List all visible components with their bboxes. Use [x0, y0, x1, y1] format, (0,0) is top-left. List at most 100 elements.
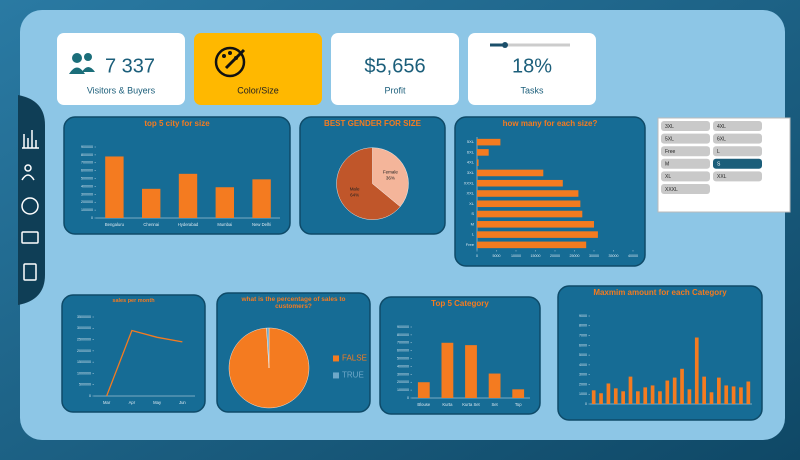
chart-title: what is the percentage of sales to custo…: [241, 296, 346, 311]
slice-label: Female: [383, 169, 399, 174]
slicer-item[interactable]: [713, 171, 762, 182]
slicer-item-label[interactable]: XL: [665, 174, 671, 180]
slicer-item-label[interactable]: 5XL: [665, 136, 674, 142]
kpi-value: 7 337: [105, 55, 155, 77]
y-tick-label: 8000: [579, 324, 587, 328]
icon-palette[interactable]: [21, 197, 39, 215]
kpi-label: Profit: [384, 85, 406, 95]
chart-title-box: what is the percentage of sales to custo…: [241, 296, 346, 311]
bar: [613, 388, 618, 404]
pie-slice: [336, 147, 401, 220]
x-tick-label: Set: [491, 402, 498, 407]
slicer-item[interactable]: [713, 133, 762, 144]
bar: [465, 345, 477, 398]
icon-users[interactable]: [24, 164, 32, 172]
y-tick-label: S: [471, 211, 474, 216]
slicer-item[interactable]: [713, 158, 762, 169]
slicer-item-label[interactable]: Free: [665, 149, 676, 155]
pie-slice: [372, 147, 409, 207]
y-tick-label: XXL: [466, 191, 474, 196]
slicer-item[interactable]: [661, 171, 710, 182]
slicer-item-label[interactable]: L: [717, 149, 720, 155]
kpi-label: Visitors & Buyers: [87, 85, 156, 95]
slice-label: Male: [350, 186, 360, 191]
bar: [477, 200, 581, 208]
bar: [142, 188, 161, 218]
x-tick-label: Bengaluru: [105, 222, 125, 227]
bar: [477, 179, 563, 187]
x-tick-label: Blouse: [417, 402, 430, 407]
slicer-item-label[interactable]: S: [717, 162, 721, 168]
x-tick-label: May: [153, 400, 162, 405]
bar: [621, 391, 625, 404]
y-tick-label: 2500000: [77, 338, 91, 342]
slicer-item-label[interactable]: XXXL: [665, 187, 678, 193]
y-tick-label: 500000: [79, 383, 91, 387]
slicer-item[interactable]: [661, 133, 710, 144]
bar: [636, 391, 640, 404]
bar: [477, 241, 587, 249]
y-tick-label: 6000: [579, 343, 587, 347]
slicer-item[interactable]: [661, 146, 710, 157]
y-tick-label: 600000: [397, 349, 409, 353]
y-tick-label: 0: [585, 402, 587, 406]
chart-title: BEST GENDER FOR SIZE: [324, 120, 421, 128]
slicer-item-label[interactable]: XXL: [717, 174, 727, 180]
bar: [178, 173, 198, 218]
slicer-item-label[interactable]: 6XL: [717, 136, 726, 142]
kpi-value: $5,656: [364, 55, 425, 77]
y-tick-label: 4000: [579, 363, 587, 367]
y-tick-label: 300000: [397, 372, 409, 376]
bar: [477, 138, 501, 146]
icon-chart[interactable]: [22, 130, 39, 149]
sidebar-icons: [21, 130, 39, 281]
task-slider[interactable]: [490, 42, 570, 48]
slicer-item[interactable]: [661, 184, 710, 194]
slicer-item[interactable]: [661, 158, 710, 169]
bar: [739, 387, 743, 404]
y-tick-label: 5000: [579, 353, 587, 357]
x-tick-label: Top: [515, 402, 522, 407]
bar: [477, 210, 583, 218]
sidebar: [18, 95, 45, 305]
y-tick-label: 3500000: [77, 315, 91, 319]
icon-tasks[interactable]: [23, 263, 37, 281]
x-tick-label: Jun: [179, 400, 186, 405]
y-tick-label: 4XL: [467, 160, 475, 165]
chart-title: top 5 city for size: [144, 120, 210, 128]
bar: [658, 391, 662, 404]
slicer-item-label[interactable]: 4XL: [717, 124, 726, 130]
y-tick-label: 700000: [397, 341, 409, 345]
chart-title-box: top 5 city for size: [144, 120, 210, 128]
x-tick-label: 25000: [570, 254, 580, 258]
icon-money[interactable]: [21, 231, 39, 244]
x-tick-label: New Delhi: [252, 222, 271, 227]
bar: [512, 389, 525, 398]
bar: [665, 380, 670, 404]
chart-title-box: Maxmim amount for each Category: [593, 289, 726, 297]
bar: [477, 221, 594, 228]
y-tick-label: 1000: [579, 392, 587, 396]
y-tick-label: XL: [469, 201, 475, 206]
legend-label: TRUE: [342, 371, 364, 380]
bar: [724, 385, 729, 404]
x-tick-label: Chennai: [143, 222, 159, 227]
y-tick-label: 800000: [81, 153, 93, 157]
slicer-item[interactable]: [713, 146, 762, 157]
y-tick-label: 3000: [579, 373, 587, 377]
slicer-item-label[interactable]: M: [665, 162, 669, 168]
bar: [599, 393, 603, 404]
chart-title-box: BEST GENDER FOR SIZE: [324, 120, 421, 128]
slicer-item-label[interactable]: 3XL: [665, 124, 674, 130]
slicer-item[interactable]: [661, 121, 710, 131]
x-tick-label: 20000: [550, 254, 560, 258]
chart-title: how many for each size?: [502, 120, 598, 128]
bar: [252, 179, 271, 218]
kpi-card[interactable]: [194, 33, 322, 105]
slicer-item[interactable]: [713, 121, 762, 131]
bar: [441, 342, 454, 398]
legend-swatch: [333, 355, 339, 362]
x-tick-label: 0: [476, 254, 478, 258]
bar: [215, 187, 234, 218]
